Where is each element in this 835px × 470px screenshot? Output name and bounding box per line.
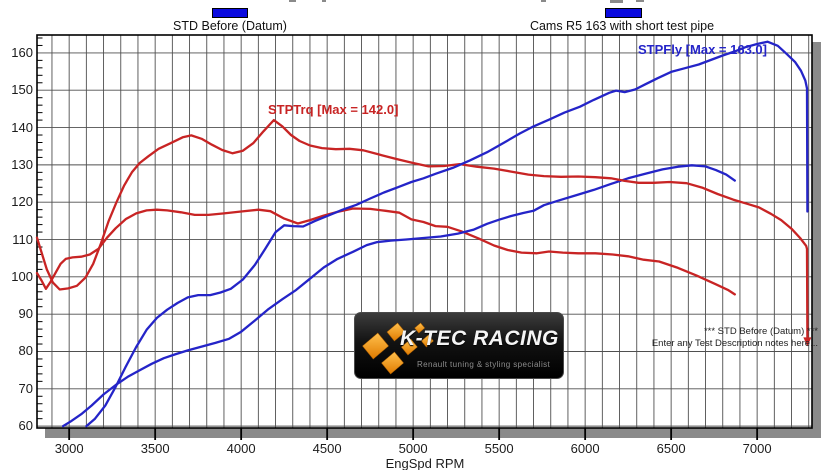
x-tick-6500: 6500 — [656, 441, 686, 456]
x-tick-7000: 7000 — [742, 441, 772, 456]
curve-3 — [85, 40, 809, 428]
x-tick-4500: 4500 — [312, 441, 342, 456]
y-tick-150: 150 — [11, 82, 33, 98]
legend-label-cams-r5: Cams R5 163 with short test pipe — [529, 19, 715, 33]
curve-0 — [35, 207, 736, 296]
red-drop-arrow-icon — [803, 337, 812, 347]
x-tick-3000: 3000 — [54, 441, 84, 456]
legend-swatch-std-before — [212, 8, 248, 18]
stptrq-max-label: STPTrq [Max = 142.0] — [268, 102, 399, 117]
y-tick-110: 110 — [12, 231, 33, 247]
x-tick-4000: 4000 — [226, 441, 256, 456]
x-axis-title: EngSpd RPM — [385, 456, 465, 470]
stpfly-max-label: STPFly [Max = 163.0] — [638, 42, 767, 57]
y-tick-100: 100 — [11, 268, 33, 284]
logo-tagline: Renault tuning & styling specialist — [417, 360, 551, 369]
x-tick-5500: 5500 — [484, 441, 514, 456]
y-tick-140: 140 — [11, 119, 33, 135]
x-tick-5000: 5000 — [398, 441, 428, 456]
note-line-1: *** STD Before (Datum) *** — [703, 326, 818, 337]
y-tick-70: 70 — [18, 380, 33, 396]
y-tick-90: 90 — [18, 306, 33, 322]
checkered-flag-icon — [362, 322, 434, 375]
curve-2 — [35, 118, 809, 340]
y-tick-130: 130 — [11, 156, 33, 172]
y-tick-80: 80 — [18, 343, 33, 359]
legend-swatch-cams-r5 — [605, 8, 642, 18]
x-tick-3500: 3500 — [140, 441, 170, 456]
ktec-racing-logo: K-TEC RACING Renault tuning & styling sp… — [354, 312, 564, 379]
y-tick-120: 120 — [11, 194, 33, 210]
y-tick-60: 60 — [18, 418, 33, 434]
x-tick-6000: 6000 — [570, 441, 600, 456]
y-tick-160: 160 — [11, 44, 33, 60]
note-line-2: Enter any Test Description notes here... — [651, 338, 818, 349]
logo-title: K-TEC RACING — [400, 327, 559, 350]
legend-label-std-before: STD Before (Datum) — [173, 19, 287, 33]
